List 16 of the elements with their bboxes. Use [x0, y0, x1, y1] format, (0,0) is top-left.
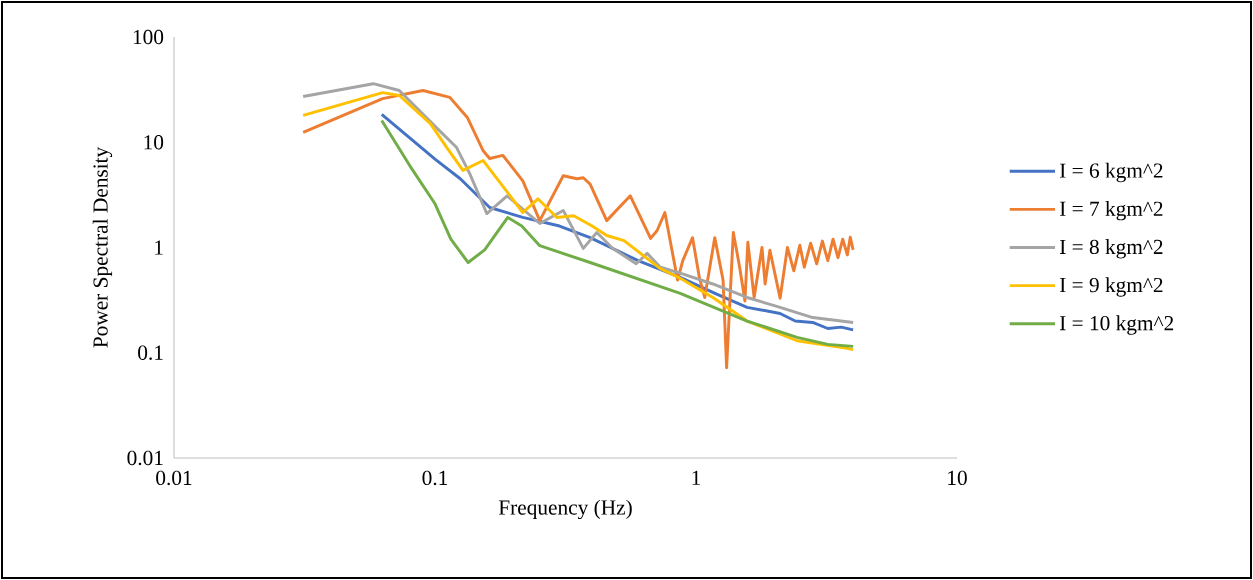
y-tick-label: 1 [155, 240, 163, 255]
legend-label: I = 7 kgm^2 [1059, 200, 1163, 221]
y-axis-title: Power Spectral Density [92, 146, 113, 348]
y-tick-label: 100 [133, 29, 164, 45]
legend-label: I = 10 kgm^2 [1059, 315, 1174, 335]
x-tick-label: 10 [948, 470, 967, 486]
legend-label: I = 9 kgm^2 [1059, 277, 1163, 297]
legend-label: I = 8 kgm^2 [1059, 239, 1163, 259]
x-tick-label: 0.01 [156, 470, 192, 486]
y-tick-label: 0.1 [138, 345, 163, 360]
x-tick-label: 0.1 [422, 470, 448, 486]
x-axis-title: Frequency (Hz) [498, 499, 632, 520]
y-tick-label: 0.01 [127, 450, 163, 466]
legend-label: I = 6 kgm^2 [1059, 162, 1163, 183]
x-tick-label: 1 [692, 470, 701, 485]
y-tick-label: 10 [144, 135, 164, 150]
